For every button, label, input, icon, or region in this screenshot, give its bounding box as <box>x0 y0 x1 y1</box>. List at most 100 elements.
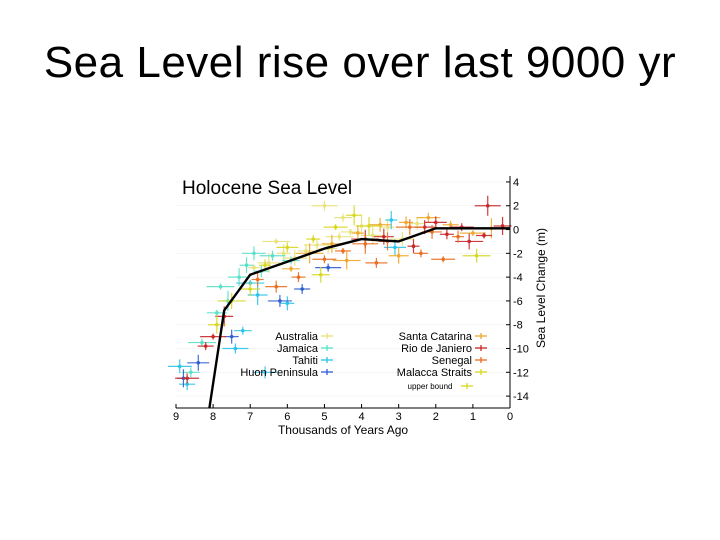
point-5-1 <box>203 344 208 348</box>
series-4 <box>282 212 501 272</box>
point-0-0 <box>252 265 256 270</box>
point-0-4 <box>304 249 308 253</box>
point-5-0 <box>185 376 189 381</box>
point-5-11 <box>485 203 490 208</box>
slide-title: Sea Level rise over last 9000 yr <box>43 38 677 87</box>
point-0-8 <box>348 230 353 234</box>
point-2-9 <box>263 370 267 375</box>
x-tick-label-6: 3 <box>396 411 402 423</box>
y-tick-label-4: -4 <box>513 272 523 284</box>
point-5-2 <box>211 334 215 339</box>
point-6-2 <box>296 275 301 279</box>
x-tick-label-8: 1 <box>470 411 476 423</box>
point-6-0 <box>255 277 260 282</box>
point-3-5 <box>326 265 330 270</box>
point-0-14 <box>322 203 327 208</box>
y-tick-label-9: -14 <box>513 391 529 403</box>
point-1-2 <box>215 311 219 315</box>
point-2-8 <box>285 301 290 306</box>
point-0-15 <box>341 215 345 220</box>
x-axis-title: Thousands of Years Ago <box>278 423 408 437</box>
series-2 <box>168 211 406 391</box>
point-4-2 <box>330 242 334 246</box>
point-5-5 <box>382 234 386 239</box>
point-1-4 <box>237 275 241 279</box>
y-tick-label-5: -6 <box>513 296 523 308</box>
point-4-5 <box>404 220 408 225</box>
legend-note: upper bound <box>408 382 453 391</box>
legend-label-2: Tahiti <box>292 355 318 367</box>
y-tick-label-3: -2 <box>513 248 523 260</box>
legend-label-3: Huon Peninsula <box>240 367 319 379</box>
point-2-2 <box>233 346 238 351</box>
point-0-13 <box>415 221 420 226</box>
point-6-4 <box>341 249 345 253</box>
x-tick-label-9: 0 <box>507 411 513 423</box>
point-2-1 <box>185 382 189 387</box>
point-0-2 <box>281 251 286 256</box>
point-7-2 <box>248 287 253 291</box>
point-3-3 <box>278 299 282 303</box>
x-tick-label-3: 6 <box>284 411 290 423</box>
point-3-4 <box>300 287 304 291</box>
point-2-6 <box>389 218 394 222</box>
point-4-0 <box>289 267 293 271</box>
point-2-0 <box>177 364 182 369</box>
point-6-3 <box>322 257 327 262</box>
series-7 <box>207 205 491 334</box>
point-0-11 <box>385 225 390 229</box>
point-5-6 <box>411 244 416 248</box>
point-2-3 <box>241 328 245 333</box>
point-5-8 <box>445 232 449 237</box>
legend-label-4: Santa Catarina <box>399 331 473 343</box>
point-0-7 <box>337 234 342 239</box>
point-6-11 <box>419 251 423 256</box>
point-5-7 <box>433 220 438 225</box>
y-tick-label-1: 2 <box>513 201 519 213</box>
point-4-11 <box>396 253 401 258</box>
point-7-3 <box>263 263 267 268</box>
legend-label-6: Senegal <box>432 355 472 367</box>
x-tick-label-0: 9 <box>173 411 179 423</box>
point-0-10 <box>370 233 375 238</box>
point-1-6 <box>252 251 256 256</box>
point-7-6 <box>333 225 338 229</box>
point-4-7 <box>448 222 453 227</box>
point-5-13 <box>467 239 471 244</box>
point-1-5 <box>244 263 249 268</box>
point-5-10 <box>482 233 486 238</box>
point-4-10 <box>344 258 349 263</box>
point-4-8 <box>471 231 475 235</box>
point-6-1 <box>274 284 278 289</box>
x-tick-label-7: 2 <box>433 411 439 423</box>
holocene-sea-level-chart: 9 8 7 6 5 4 3 2 1 0 4 2 0 -2 -4 -6 -8 -10 -12 -14 Holocene… <box>168 176 548 437</box>
point-6-12 <box>441 257 446 262</box>
point-7-9 <box>318 272 323 277</box>
y-tick-label-6: -8 <box>513 320 523 332</box>
x-tick-label-4: 5 <box>321 411 327 423</box>
legend-label-0: Australia <box>275 331 319 343</box>
x-axis-ticks: 9 8 7 6 5 4 3 2 1 0 <box>173 404 513 423</box>
point-1-1 <box>200 340 204 345</box>
point-7-8 <box>367 224 371 228</box>
point-1-10 <box>218 284 223 289</box>
legend-label-7: Malacca Straits <box>397 367 473 379</box>
x-tick-label-2: 7 <box>247 411 253 423</box>
point-6-7 <box>408 225 412 229</box>
data-points <box>168 195 512 391</box>
point-2-5 <box>255 293 260 297</box>
legend-label-1: Jamaica <box>277 343 319 355</box>
point-7-4 <box>285 245 290 250</box>
x-tick-label-1: 8 <box>210 411 216 423</box>
point-1-8 <box>270 253 275 258</box>
point-5-12 <box>500 224 505 228</box>
point-7-0 <box>215 322 219 327</box>
trend-line <box>208 227 510 409</box>
point-1-0 <box>189 370 193 375</box>
legend-label-5: Rio de Janiero <box>401 343 472 355</box>
point-6-5 <box>363 242 368 246</box>
y-tick-label-0: 4 <box>513 177 519 189</box>
y-tick-label-7: -10 <box>513 344 529 356</box>
point-5-14 <box>422 225 427 229</box>
